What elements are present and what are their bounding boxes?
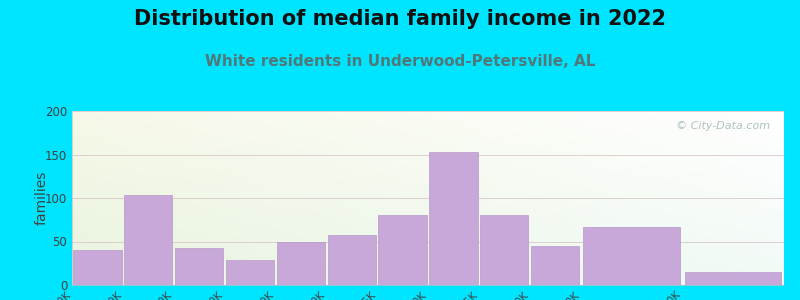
Text: White residents in Underwood-Petersville, AL: White residents in Underwood-Petersville… [205, 54, 595, 69]
Bar [583, 227, 680, 285]
Bar [378, 215, 426, 285]
Bar [480, 215, 529, 285]
Text: © City-Data.com: © City-Data.com [676, 122, 770, 131]
Bar [327, 235, 376, 285]
Bar [685, 272, 782, 285]
Bar [74, 250, 122, 285]
Bar [226, 260, 274, 285]
Bar [531, 246, 579, 285]
Y-axis label: families: families [35, 171, 49, 225]
Bar [175, 248, 223, 285]
Bar [277, 242, 325, 285]
Text: Distribution of median family income in 2022: Distribution of median family income in … [134, 9, 666, 29]
Bar [430, 152, 478, 285]
Bar [124, 195, 173, 285]
